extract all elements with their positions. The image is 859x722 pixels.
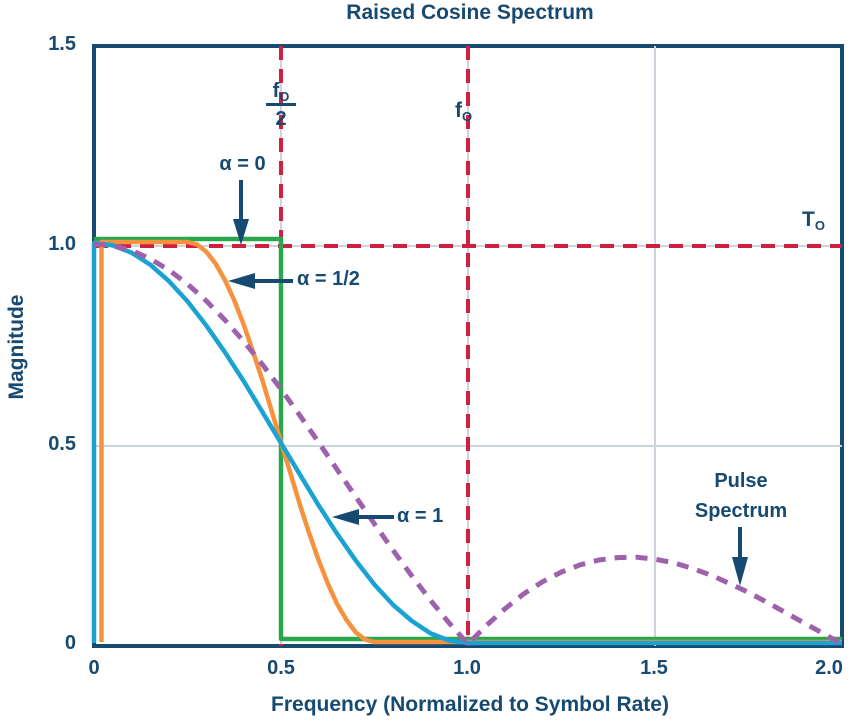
alpha0-arrow bbox=[233, 180, 249, 245]
y-tick-1-5: 1.5 bbox=[48, 33, 76, 55]
fraction-bar bbox=[266, 103, 296, 106]
x-tick-0: 0 bbox=[88, 657, 100, 679]
t0-label: TO bbox=[802, 208, 825, 233]
y-tick-1-0: 1.0 bbox=[48, 233, 76, 255]
x-tick-2-0: 2.0 bbox=[815, 657, 843, 679]
f0-over-2-label: fO 2 bbox=[261, 80, 301, 130]
y-tick-0: 0 bbox=[64, 632, 76, 654]
curve-alpha-half bbox=[99, 239, 842, 645]
chart-title: Raised Cosine Spectrum bbox=[346, 1, 594, 24]
pulse-spectrum-label: Pulse Spectrum bbox=[694, 470, 788, 522]
x-tick-1-0: 1.0 bbox=[453, 657, 481, 679]
alpha-half-arrow bbox=[228, 273, 293, 289]
y-tick-0-5: 0.5 bbox=[48, 433, 76, 455]
curve-alpha-1 bbox=[91, 240, 842, 646]
alpha0-label: α = 0 bbox=[219, 153, 266, 175]
x-tick-0-5: 0.5 bbox=[267, 657, 295, 679]
pulse-spectrum-arrow bbox=[732, 527, 748, 586]
reference-lines-layer bbox=[94, 46, 842, 646]
x-axis-label: Frequency (Normalized to Symbol Rate) bbox=[271, 693, 669, 716]
x-tick-1-5: 1.5 bbox=[640, 657, 668, 679]
curve-pulse-spectrum bbox=[93, 241, 844, 647]
curves-layer bbox=[91, 236, 844, 647]
alpha1-arrow bbox=[332, 509, 394, 525]
f0-label: fO bbox=[455, 99, 473, 124]
alpha1-label: α = 1 bbox=[397, 505, 444, 527]
y-axis-label: Magnitude bbox=[5, 294, 28, 400]
alpha-half-label: α = 1/2 bbox=[297, 268, 360, 290]
